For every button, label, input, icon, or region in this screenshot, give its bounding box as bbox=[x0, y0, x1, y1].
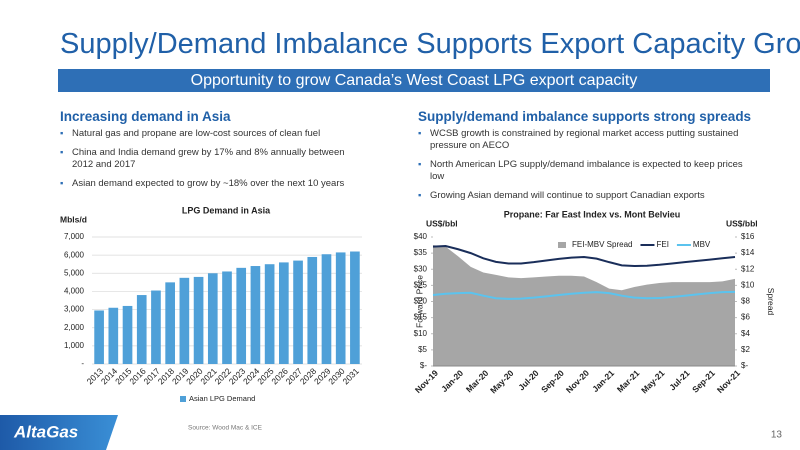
logo: AltaGas bbox=[13, 422, 78, 441]
legend-swatch bbox=[558, 242, 566, 248]
right-bullets: WCSB growth is constrained by regional m… bbox=[418, 128, 748, 209]
bar bbox=[94, 310, 104, 364]
y-tick-label: 7,000 bbox=[64, 232, 85, 241]
y-axis-label: Forward Price bbox=[414, 275, 424, 328]
x-tick-label: May-20 bbox=[488, 368, 516, 396]
bar bbox=[122, 305, 133, 364]
bar bbox=[350, 251, 360, 364]
bar bbox=[307, 256, 318, 364]
y2-axis-label: Spread bbox=[766, 288, 776, 316]
line bbox=[432, 290, 736, 300]
legend-swatch bbox=[180, 396, 186, 402]
left-bullets: Natural gas and propane are low-cost sou… bbox=[60, 128, 345, 197]
x-tick-label: Nov-20 bbox=[564, 368, 591, 395]
legend-label: FEI bbox=[656, 240, 668, 249]
y-tick-label: $20 bbox=[414, 297, 428, 306]
bar bbox=[236, 267, 247, 364]
x-tick-label: Jan-20 bbox=[439, 368, 465, 394]
bar bbox=[264, 264, 275, 364]
bullet: WCSB growth is constrained by regional m… bbox=[418, 128, 748, 152]
bullet: Natural gas and propane are low-cost sou… bbox=[60, 128, 345, 140]
bar bbox=[321, 254, 332, 364]
y-tick-label: 5,000 bbox=[64, 268, 85, 277]
y-tick-label: 2,000 bbox=[64, 323, 85, 332]
y2-tick-label: $4 bbox=[741, 329, 750, 338]
y2-tick-label: $12 bbox=[741, 264, 755, 273]
left-heading: Increasing demand in Asia bbox=[60, 109, 231, 124]
bar bbox=[222, 271, 232, 364]
bar bbox=[250, 266, 261, 364]
bullet: North American LPG supply/demand imbalan… bbox=[418, 159, 748, 183]
chart-title: LPG Demand in Asia bbox=[182, 205, 271, 215]
banner: Opportunity to grow Canada’s West Coast … bbox=[58, 69, 770, 92]
y-tick-label: 4,000 bbox=[64, 287, 85, 296]
x-tick-label: Nov-19 bbox=[413, 368, 440, 395]
logo-block bbox=[0, 415, 118, 450]
slide-title: Supply/Demand Imbalance Supports Export … bbox=[60, 28, 800, 60]
y-tick-label: $15 bbox=[414, 313, 428, 322]
bar bbox=[136, 295, 147, 364]
y-tick-label: - bbox=[81, 359, 84, 368]
bullet: Growing Asian demand will continue to su… bbox=[418, 190, 748, 202]
bar bbox=[108, 307, 119, 364]
y2-tick-label: $16 bbox=[741, 232, 755, 241]
chart-title: Propane: Far East Index vs. Mont Belvieu bbox=[504, 209, 681, 219]
legend-label: MBV bbox=[693, 240, 711, 249]
y-axis-label: Mbls/d bbox=[60, 214, 87, 224]
y2-tick-label: $8 bbox=[741, 297, 750, 306]
y-tick-label: $35 bbox=[414, 248, 428, 257]
bar bbox=[279, 262, 289, 364]
y-tick-label: $- bbox=[420, 361, 427, 370]
y-tick-label: $25 bbox=[414, 280, 428, 289]
legend-label: Asian LPG Demand bbox=[189, 394, 255, 403]
y-tick-label: 3,000 bbox=[64, 305, 85, 314]
bar bbox=[293, 260, 303, 364]
bar bbox=[193, 276, 204, 364]
x-tick-label: Mar-21 bbox=[615, 368, 642, 395]
y2-tick-label: $14 bbox=[741, 248, 755, 257]
y2-tick-label: $6 bbox=[741, 313, 750, 322]
right-heading: Supply/demand imbalance supports strong … bbox=[418, 109, 752, 124]
y-tick-label: $40 bbox=[414, 232, 428, 241]
bullet: China and India demand grew by 17% and 8… bbox=[60, 147, 345, 171]
y-tick-label: $5 bbox=[418, 345, 427, 354]
line bbox=[432, 245, 736, 268]
x-tick-label: Jul-21 bbox=[667, 368, 692, 393]
x-tick-label: May-21 bbox=[639, 368, 667, 396]
y-tick-label: 1,000 bbox=[64, 341, 85, 350]
y-tick-label: $10 bbox=[414, 329, 428, 338]
legend-label: FEI-MBV Spread bbox=[572, 240, 632, 249]
bar bbox=[179, 277, 190, 364]
y2-tick-label: $10 bbox=[741, 280, 755, 289]
bar bbox=[335, 252, 346, 364]
page-number: 13 bbox=[771, 430, 783, 441]
x-tick-label: Sep-20 bbox=[539, 368, 566, 395]
x-tick-label: Sep-21 bbox=[690, 368, 717, 395]
source: Source: Wood Mac & ICE bbox=[188, 425, 263, 432]
bar bbox=[165, 282, 175, 364]
y-tick-label: $30 bbox=[414, 264, 428, 273]
x-tick-label: Nov-21 bbox=[715, 368, 742, 395]
y-tick-label: 6,000 bbox=[64, 250, 85, 259]
bar bbox=[151, 290, 161, 364]
bar bbox=[207, 273, 218, 364]
y2-tick-label: $2 bbox=[741, 345, 750, 354]
x-tick-label: Mar-20 bbox=[464, 368, 491, 395]
y2-tick-label: $- bbox=[741, 361, 748, 370]
y2-unit: US$/bbl bbox=[726, 218, 758, 228]
x-tick-label: 2031 bbox=[340, 366, 361, 387]
bullet: Asian demand expected to grow by ~18% ov… bbox=[60, 178, 345, 190]
x-tick-label: Jul-20 bbox=[516, 368, 541, 393]
y-unit: US$/bbl bbox=[426, 218, 458, 228]
area bbox=[433, 245, 735, 366]
x-tick-label: Jan-21 bbox=[590, 368, 616, 394]
